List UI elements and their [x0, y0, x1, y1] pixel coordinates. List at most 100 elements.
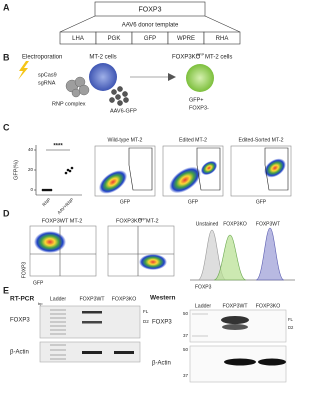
gene-box — [94, 1, 206, 17]
legend-label: Unstained — [196, 221, 219, 227]
band — [258, 358, 286, 366]
y-label: GFP(%) — [13, 160, 19, 180]
data-point — [68, 169, 72, 173]
lane-label: FOXP3WT — [79, 296, 105, 302]
element-label: PGK — [108, 36, 121, 42]
rnp-shape — [78, 84, 90, 96]
mt2-cell — [89, 63, 117, 91]
cell-cloud — [200, 160, 218, 176]
data-point — [45, 188, 49, 192]
data-point — [41, 188, 45, 192]
cell-cloud — [169, 166, 201, 194]
data-point — [47, 188, 51, 192]
label: 37 — [183, 333, 189, 338]
band — [224, 358, 256, 366]
y-tick-label: 40 — [28, 147, 34, 152]
label: D2 — [288, 325, 294, 330]
data-point — [43, 188, 47, 192]
rnp-shape — [71, 88, 81, 98]
aav-particle — [115, 94, 121, 100]
element-label: RHA — [216, 36, 229, 42]
label: spCas9 — [38, 72, 57, 78]
x-label: FOXP3 — [195, 284, 212, 290]
cell-cloud — [264, 158, 286, 178]
panel-label: E — [3, 285, 9, 295]
gate — [264, 147, 289, 191]
panel-label: A — [3, 2, 10, 12]
lane-label: FOXP3WT — [222, 303, 248, 309]
label: MT-2 cells — [205, 55, 232, 61]
band — [221, 316, 249, 324]
panel-label: B — [3, 52, 10, 62]
data-point — [70, 166, 74, 170]
line — [59, 15, 96, 33]
row-label: β-Actin — [10, 350, 29, 356]
y-tick-label: 20 — [28, 167, 34, 172]
aav-label: AAV6-GFP — [110, 108, 137, 114]
label: sgRNA — [38, 80, 56, 86]
row-label: FOXP3 — [10, 318, 30, 324]
lightning — [18, 61, 29, 80]
band — [82, 351, 102, 354]
plot-title: Wild-type MT-2 — [108, 137, 143, 143]
rnp-label: RNP complex — [52, 101, 86, 107]
band — [222, 324, 248, 330]
plot-title: FOXP3WT MT-2 — [42, 218, 83, 224]
gate — [196, 147, 221, 191]
cell-cloud — [139, 254, 167, 270]
gene-name: FOXP3 — [139, 6, 162, 13]
y-label: FOXP3 — [21, 262, 27, 279]
band — [114, 351, 134, 354]
lane-label: FOXP3KO — [256, 303, 281, 309]
label: FL — [143, 309, 149, 314]
lane-label: FOXP3KO — [112, 296, 137, 302]
label: 37 — [183, 373, 189, 378]
element-label: WPRE — [177, 36, 195, 42]
x-label: GFP — [120, 199, 131, 205]
x-tick-label: RNP — [41, 197, 51, 207]
legend-label: FOXP3WT — [256, 221, 280, 227]
aav-particle — [111, 89, 117, 95]
histogram-peak — [255, 227, 285, 281]
x-label: GFP — [188, 199, 199, 205]
aav-particle — [122, 91, 128, 97]
row-label: β-Actin — [152, 361, 171, 367]
ko-cell — [186, 64, 214, 92]
aav-particle — [123, 97, 129, 103]
gate — [128, 147, 153, 191]
arrow-head — [168, 73, 176, 81]
figure: A FOXP3 AAV6 donor template LHA PGK GFP WPRE RH… — [3, 1, 295, 383]
x-label: GFP — [256, 199, 267, 205]
aav-particle — [109, 97, 115, 103]
data-point — [66, 168, 70, 172]
lane-label: Ladder — [195, 303, 211, 309]
x-tick-label: AAV+RNP — [56, 197, 74, 215]
label: GFP — [196, 52, 205, 57]
template-title: AAV6 donor template — [122, 23, 179, 29]
label: FOXP3- — [189, 105, 209, 111]
label: MT-2 — [146, 218, 159, 224]
label: GFP+ — [189, 97, 204, 103]
label: 50 — [183, 347, 189, 352]
cells-label: MT-2 cells — [89, 55, 116, 61]
element-label: LHA — [72, 36, 84, 42]
band — [82, 321, 102, 324]
label: FL — [288, 317, 294, 322]
histogram-peak — [213, 234, 247, 281]
aav-particle — [117, 86, 123, 92]
section-title: Western — [150, 295, 176, 302]
x-label: GFP — [33, 280, 44, 286]
plot-title: Edited-Sorted MT-2 — [239, 137, 284, 143]
label: FOXP3KO — [172, 55, 201, 61]
panel-label: C — [3, 122, 10, 132]
section-title: RT-PCR — [10, 296, 35, 303]
legend-label: FOXP3KO — [223, 221, 247, 227]
flow-plot — [107, 225, 175, 277]
element-label: GFP — [144, 36, 156, 42]
unit: bp — [38, 301, 43, 306]
aav-particle — [117, 100, 123, 106]
label: D2 — [143, 319, 149, 324]
plot-title: Edited MT-2 — [179, 137, 207, 143]
label: GFP — [138, 218, 146, 222]
cell-cloud — [98, 170, 128, 194]
